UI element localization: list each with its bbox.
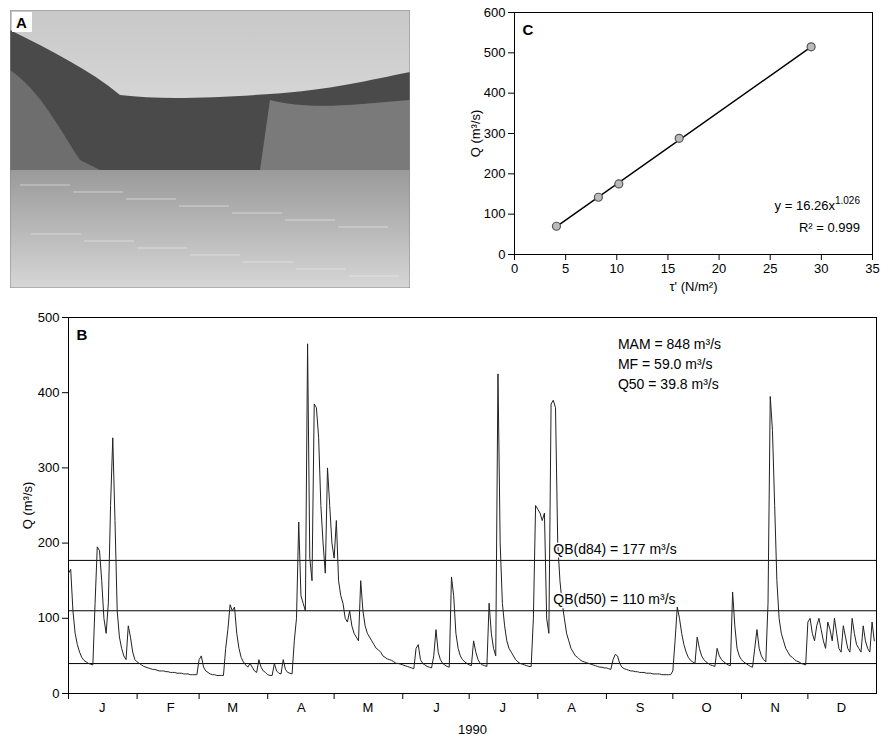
svg-text:A: A xyxy=(567,700,576,715)
svg-text:QB(d84) = 177 m³/s: QB(d84) = 177 m³/s xyxy=(553,541,676,557)
svg-text:QB(d50) = 110 m³/s: QB(d50) = 110 m³/s xyxy=(553,591,675,607)
svg-text:O: O xyxy=(701,700,711,715)
svg-text:Q50 = 39.8 m³/s: Q50 = 39.8 m³/s xyxy=(618,376,719,392)
svg-text:J: J xyxy=(99,700,106,715)
svg-text:1990: 1990 xyxy=(458,722,487,737)
svg-text:J: J xyxy=(433,700,440,715)
svg-text:100: 100 xyxy=(38,610,60,625)
svg-text:0: 0 xyxy=(511,261,518,276)
svg-text:200: 200 xyxy=(484,166,506,181)
svg-text:Q (m³/s): Q (m³/s) xyxy=(20,482,35,530)
svg-text:5: 5 xyxy=(562,261,569,276)
svg-text:500: 500 xyxy=(38,310,60,325)
svg-text:10: 10 xyxy=(610,261,624,276)
svg-text:0: 0 xyxy=(52,686,59,701)
svg-text:B: B xyxy=(77,326,88,343)
svg-text:200: 200 xyxy=(38,535,60,550)
svg-text:J: J xyxy=(500,700,507,715)
svg-text:100: 100 xyxy=(484,206,506,221)
svg-text:15: 15 xyxy=(661,261,675,276)
svg-text:MAM = 848 m³/s: MAM = 848 m³/s xyxy=(618,336,721,352)
svg-text:Q (m³/s): Q (m³/s) xyxy=(468,110,483,158)
svg-text:400: 400 xyxy=(484,85,506,100)
svg-text:τ' (N/m²): τ' (N/m²) xyxy=(669,279,717,294)
svg-text:y = 16.26x1.026: y = 16.26x1.026 xyxy=(775,195,861,213)
svg-text:M: M xyxy=(362,700,373,715)
svg-text:R² = 0.999: R² = 0.999 xyxy=(799,220,860,235)
svg-text:F: F xyxy=(167,700,175,715)
svg-text:N: N xyxy=(770,700,779,715)
svg-text:A: A xyxy=(16,14,27,31)
svg-text:20: 20 xyxy=(712,261,726,276)
svg-text:300: 300 xyxy=(484,126,506,141)
svg-text:25: 25 xyxy=(763,261,777,276)
svg-text:A: A xyxy=(297,700,306,715)
svg-text:600: 600 xyxy=(484,5,506,20)
svg-text:500: 500 xyxy=(484,45,506,60)
svg-text:C: C xyxy=(523,21,534,38)
svg-text:M: M xyxy=(227,700,238,715)
svg-text:D: D xyxy=(837,700,846,715)
svg-text:S: S xyxy=(636,700,645,715)
svg-text:300: 300 xyxy=(38,460,60,475)
svg-text:MF = 59.0 m³/s: MF = 59.0 m³/s xyxy=(618,356,713,372)
svg-text:30: 30 xyxy=(814,261,828,276)
svg-text:35: 35 xyxy=(865,261,879,276)
svg-text:0: 0 xyxy=(498,247,505,262)
svg-text:400: 400 xyxy=(38,385,60,400)
